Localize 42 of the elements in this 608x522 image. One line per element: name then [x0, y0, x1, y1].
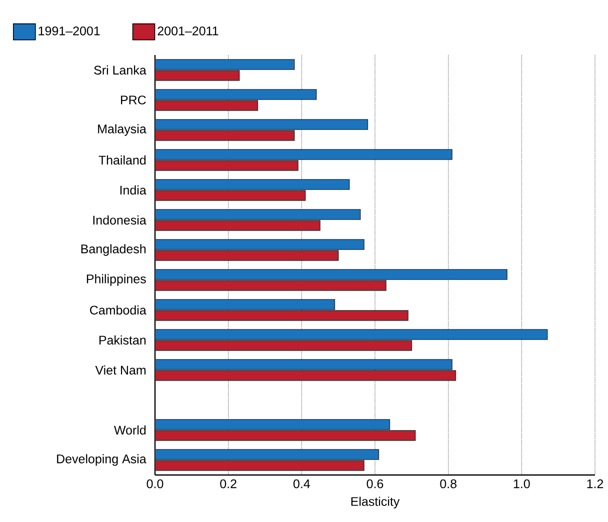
- bar: [155, 269, 508, 280]
- legend-label: 2001–2011: [158, 26, 218, 36]
- y-tick-label: Cambodia: [90, 305, 146, 315]
- legend-label: 1991–2001: [38, 26, 100, 36]
- y-tick-label: Pakistan: [99, 335, 146, 345]
- bar: [155, 329, 548, 340]
- y-tick-label: India: [120, 185, 146, 195]
- x-tick-label: 0.4: [293, 479, 310, 488]
- y-tick-label: Developing Asia: [57, 454, 146, 466]
- bar: [155, 370, 456, 381]
- y-tick-label: Bangladesh: [81, 244, 146, 256]
- bar: [155, 239, 364, 250]
- y-tick-label: Sri Lanka: [94, 65, 146, 75]
- x-tick-label: 0.0: [146, 479, 164, 488]
- x-tick-label: 0.8: [440, 479, 456, 488]
- x-tick-label: 0.2: [220, 479, 236, 488]
- x-tick-label: 1.2: [587, 479, 604, 488]
- x-axis-title: Elasticity: [351, 496, 400, 508]
- y-tick-label: Malaysia: [98, 124, 146, 136]
- bar: [155, 359, 452, 370]
- y-tick-label: Thailand: [98, 155, 146, 165]
- x-tick-label: 0.6: [366, 479, 384, 488]
- y-tick-label: Viet Nam: [95, 365, 146, 375]
- y-tick-label: Indonesia: [93, 215, 146, 225]
- bar: [155, 250, 339, 261]
- bar: [155, 460, 364, 471]
- bar: [155, 89, 317, 100]
- bar: [155, 449, 380, 460]
- x-tick-label: 1.0: [514, 479, 530, 488]
- bar: [155, 419, 390, 430]
- bar: [155, 299, 336, 310]
- bar: [155, 430, 416, 441]
- bar: [155, 209, 361, 220]
- bar: [155, 340, 412, 351]
- y-tick-label: Philippines: [86, 274, 146, 286]
- bar: [155, 149, 452, 160]
- bar: [155, 179, 350, 190]
- bar: [155, 280, 386, 291]
- bar: [155, 310, 408, 321]
- y-tick-label: World: [114, 425, 146, 435]
- y-tick-label: PRC: [120, 96, 146, 104]
- bar: [155, 119, 368, 130]
